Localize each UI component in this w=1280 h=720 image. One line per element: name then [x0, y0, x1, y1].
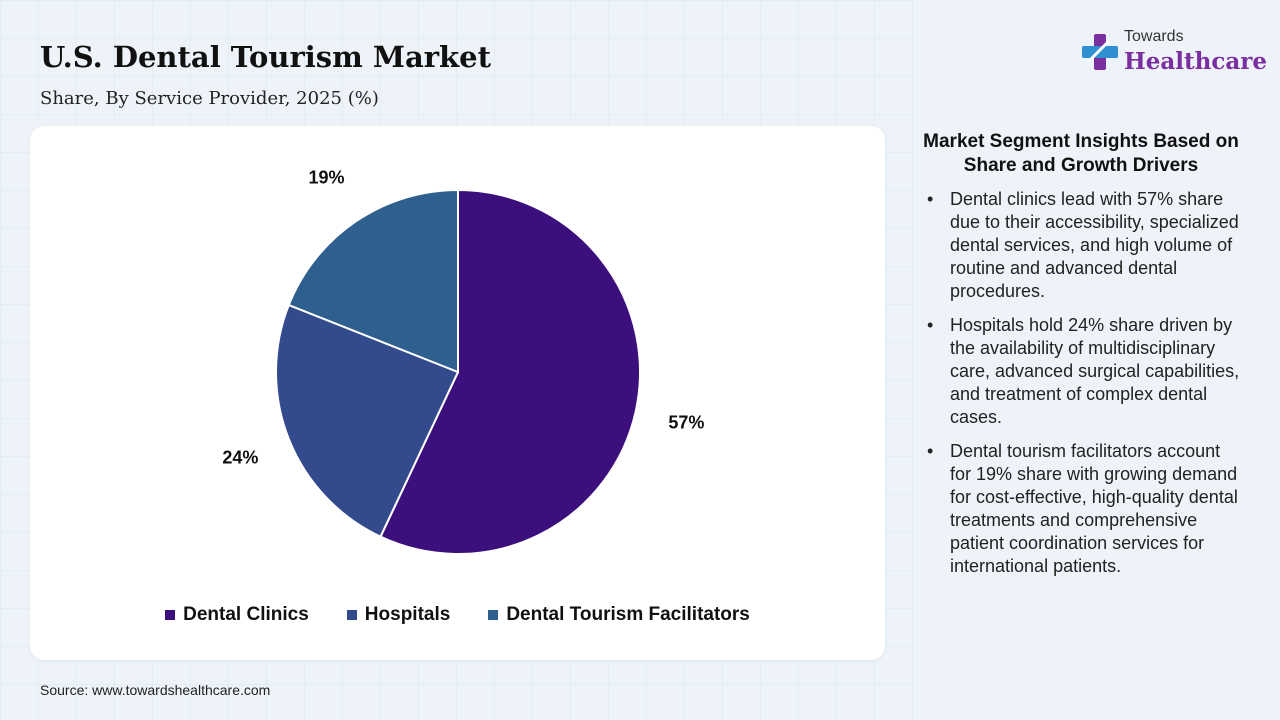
pie-slice-hospitals — [275, 303, 460, 539]
pie-percent-label: 57% — [668, 412, 705, 433]
insights-list: • Dental clinics lead with 57% share due… — [922, 188, 1240, 589]
legend-swatch — [488, 610, 499, 620]
insight-item-dental-clinics: • Dental clinics lead with 57% share due… — [922, 188, 1240, 303]
bullet-icon: • — [927, 189, 934, 209]
bullet-icon: • — [927, 315, 934, 335]
legend-item-dental-clinics: Dental Clinics — [165, 604, 309, 626]
insight-text: Dental tourism facilitators account for … — [950, 441, 1238, 576]
pie-percent-label: 19% — [308, 167, 345, 188]
legend-label: Hospitals — [364, 604, 451, 625]
brand-logo: Towards Healthcare — [1080, 28, 1267, 78]
pie-chart — [275, 188, 641, 555]
page-title: U.S. Dental Tourism Market — [40, 40, 492, 74]
insights-panel — [913, 0, 1280, 720]
legend-label: Dental Tourism Facilitators — [506, 604, 750, 625]
brand-name-big: Healthcare — [1124, 48, 1268, 75]
insight-text: Hospitals hold 24% share driven by the a… — [950, 315, 1240, 427]
insight-item-hospitals: • Hospitals hold 24% share driven by the… — [922, 314, 1240, 429]
pie-slice-dental-tourism-facilitators — [287, 188, 459, 374]
legend-item-dental-tourism-facilitators: Dental Tourism Facilitators — [488, 604, 750, 626]
insight-item-facilitators: • Dental tourism facilitators account fo… — [922, 440, 1240, 578]
legend-swatch — [346, 610, 357, 620]
insight-text: Dental clinics lead with 57% share due t… — [950, 189, 1239, 301]
page-subtitle: Share, By Service Provider, 2025 (%) — [40, 88, 379, 109]
source-note: Source: www.towardshealthcare.com — [40, 682, 271, 698]
pie-slice-dental-clinics — [379, 188, 641, 555]
bullet-icon: • — [927, 441, 934, 461]
chart-card: 57% 24% 19% Dental Clinics Hospitals Denta… — [30, 126, 885, 660]
chart-legend: Dental Clinics Hospitals Dental Tourism … — [30, 604, 885, 626]
brand-name-small: Towards — [1124, 28, 1184, 45]
legend-item-hospitals: Hospitals — [346, 604, 451, 626]
medical-cross-icon — [1082, 34, 1118, 70]
pie-percent-label: 24% — [222, 447, 259, 468]
legend-label: Dental Clinics — [183, 604, 309, 625]
legend-swatch — [165, 610, 176, 620]
insights-title: Market Segment Insights Based on Share a… — [923, 131, 1239, 176]
